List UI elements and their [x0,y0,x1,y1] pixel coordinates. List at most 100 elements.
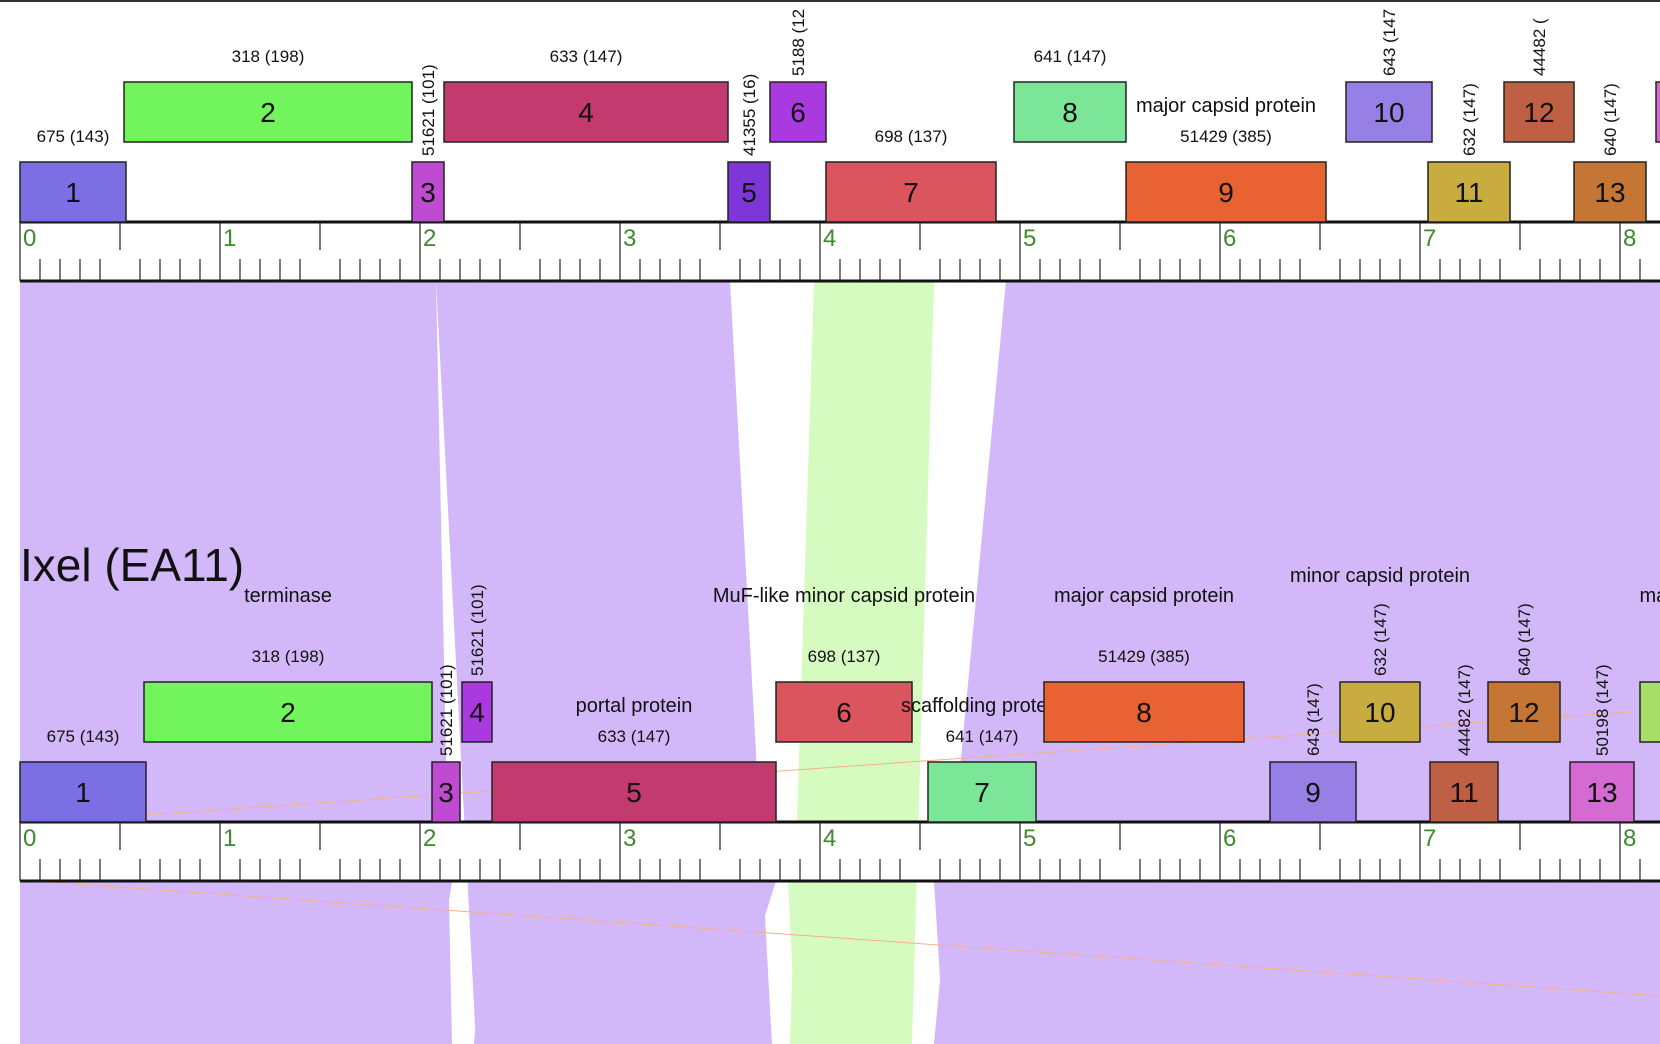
gene-box[interactable] [775,681,913,743]
pham-label: 641 (147) [1034,47,1107,66]
gene-number: 4 [578,97,594,128]
gene-box[interactable] [1043,681,1245,743]
gene-3[interactable]: 3 51621 (101) [411,64,445,223]
ruler-label: 4 [823,225,836,252]
gene-function: minor capsid protein [1290,565,1470,587]
gene-number: 1 [75,777,91,808]
pham-label: 675 (143) [37,127,110,146]
gene-3[interactable]: 3 51621 (101) [431,664,461,823]
gene-number: 3 [438,777,454,808]
ruler-label: 5 [1023,825,1036,852]
gene-number: 10 [1373,97,1404,128]
gene-box[interactable] [123,81,413,143]
gene-box[interactable] [461,681,493,743]
gene-13[interactable]: 13 640 (147) [1573,83,1647,223]
gene-box[interactable] [1125,161,1327,223]
gene-number: 13 [1594,177,1625,208]
gene-4[interactable]: 4 51621 (101) [461,584,493,743]
gene-6[interactable]: 6 698 (137) MuF-like minor capsid protein [713,585,975,743]
gene-5[interactable]: 5 41355 (16) [727,74,771,223]
genome-b-genes: 1 675 (143) 2 318 (198) terminase 3 51621 (101… [19,565,1660,823]
gene-10[interactable]: 10 632 (147) minor capsid protein [1290,565,1470,743]
gene-box[interactable] [1427,161,1511,223]
gene-box[interactable] [727,161,771,223]
gene-5[interactable]: 5 633 (147) portal protein [491,695,777,823]
gene-function: terminase [244,585,332,607]
gene-partial[interactable] [1655,81,1660,143]
gene-12[interactable]: 12 640 (147) [1487,603,1561,743]
pham-label: 51429 (385) [1180,127,1272,146]
gene-box[interactable] [1487,681,1561,743]
ruler-label: 0 [23,825,36,852]
pham-label: 44482 (147) [1455,664,1474,756]
gene-box[interactable] [1573,161,1647,223]
gene-9[interactable]: 9 643 (147) [1269,683,1357,823]
gene-11[interactable]: 11 44482 (147) [1429,664,1499,823]
gene-box[interactable] [431,761,461,823]
gene-box[interactable] [1345,81,1433,143]
gene-function: scaffolding protein [901,695,1063,717]
pham-label: 641 (147) [946,727,1019,746]
gene-box[interactable] [825,161,997,223]
pham-label: 643 (147 [1380,9,1399,76]
gene-7[interactable]: 7 698 (137) [825,127,997,223]
ruler-label: 1 [223,225,236,252]
gene-number: 13 [1586,777,1617,808]
gene-box[interactable] [411,161,445,223]
gene-box[interactable] [491,761,777,823]
gene-box[interactable] [1503,81,1575,143]
gene-partial[interactable]: major t [1639,585,1660,743]
pham-label: 318 (198) [252,647,325,666]
gene-10[interactable]: 10 643 (147 [1345,9,1433,143]
pham-label: 51621 (101) [468,584,487,676]
gene-box[interactable] [1655,81,1660,143]
gene-box[interactable] [1269,761,1357,823]
gene-box[interactable] [769,81,827,143]
gene-box[interactable] [1339,681,1421,743]
gene-box[interactable] [1639,681,1660,743]
gene-box[interactable] [1429,761,1499,823]
pham-label: 640 (147) [1601,83,1620,156]
alignment-band [474,881,776,1044]
ruler-label: 8 [1623,225,1636,252]
gene-box[interactable] [143,681,433,743]
gene-2[interactable]: 2 318 (198) [123,47,413,143]
ruler-label: 7 [1423,825,1436,852]
gene-box[interactable] [19,161,127,223]
ruler-label: 6 [1223,825,1236,852]
gene-number: 8 [1136,697,1152,728]
gene-box[interactable] [1013,81,1127,143]
gene-2[interactable]: 2 318 (198) terminase [143,585,433,743]
gene-number: 2 [260,97,276,128]
ruler-label: 0 [23,225,36,252]
gene-8[interactable]: 8 641 (147) [1013,47,1127,143]
genome-a-ruler: 0 1 2 3 4 5 6 7 8 [19,220,1660,283]
gene-number: 4 [469,697,485,728]
pham-label: 44482 ( [1530,18,1549,76]
gene-1[interactable]: 1 675 (143) [19,127,127,223]
genome-name: Ixel (EA11) [20,539,244,591]
gene-box[interactable] [19,761,147,823]
gene-8[interactable]: 8 51429 (385) major capsid protein [1043,585,1245,743]
gene-9[interactable]: 9 51429 (385) major capsid protein [1125,95,1327,223]
gene-number: 9 [1305,777,1321,808]
gene-number: 10 [1364,697,1395,728]
gene-11[interactable]: 11 632 (147) [1427,83,1511,223]
gene-4[interactable]: 4 633 (147) [443,47,729,143]
alignment-band [788,881,912,1044]
gene-1[interactable]: 1 675 (143) [19,727,147,823]
gene-box[interactable] [443,81,729,143]
gene-13[interactable]: 13 50198 (147) [1569,664,1635,823]
pham-label: 632 (147) [1371,603,1390,676]
gene-box[interactable] [927,761,1037,823]
gene-function: MuF-like minor capsid protein [713,585,975,607]
genome-a-genes: 1 675 (143) 2 318 (198) 3 51621 (101) 4 633 (14… [19,0,1660,223]
gene-box[interactable] [1569,761,1635,823]
pham-label: 51621 (101) [419,64,438,156]
ruler-label: 3 [623,225,636,252]
gene-7[interactable]: 7 641 (147) scaffolding protein [901,695,1063,823]
genome-b-ruler: 0 1 2 3 4 5 6 7 8 [19,820,1660,883]
